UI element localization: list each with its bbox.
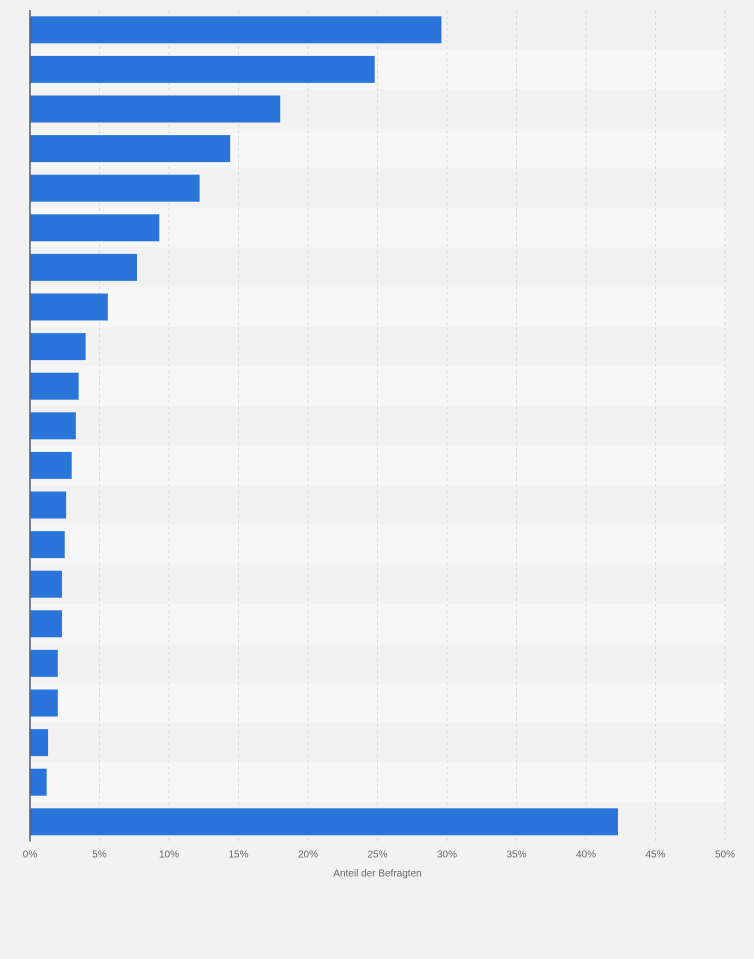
x-tick-label: 20% [298, 850, 318, 861]
x-tick-label: 5% [92, 850, 107, 861]
bar[interactable] [30, 729, 49, 757]
bar[interactable] [30, 451, 72, 479]
bar[interactable] [30, 649, 58, 677]
bar-series [30, 16, 618, 836]
bar[interactable] [30, 174, 200, 202]
x-axis-tick-labels: 0% 5% 10% 15% 20% 25% 30% 35% 40% 45% 50% [23, 850, 735, 861]
bar[interactable] [30, 689, 58, 717]
x-tick-label: 45% [645, 850, 665, 861]
bar[interactable] [30, 491, 67, 519]
bar[interactable] [30, 570, 62, 598]
x-tick-label: 25% [367, 850, 387, 861]
bar[interactable] [30, 135, 231, 163]
bar[interactable] [30, 55, 375, 83]
bar[interactable] [30, 808, 618, 836]
bar[interactable] [30, 293, 108, 321]
bar[interactable] [30, 372, 79, 400]
x-tick-label: 40% [576, 850, 596, 861]
x-tick-label: 10% [159, 850, 179, 861]
x-tick-label: 15% [228, 850, 248, 861]
bar[interactable] [30, 412, 76, 440]
x-tick-label: 35% [506, 850, 526, 861]
x-tick-label: 0% [23, 850, 38, 861]
bar[interactable] [30, 610, 62, 638]
bar[interactable] [30, 768, 47, 796]
bar[interactable] [30, 214, 160, 242]
bar[interactable] [30, 253, 138, 281]
x-tick-label: 30% [437, 850, 457, 861]
bar[interactable] [30, 16, 442, 44]
bar[interactable] [30, 333, 86, 361]
x-axis-title: Anteil der Befragten [333, 869, 421, 880]
bar[interactable] [30, 531, 65, 559]
x-tick-label: 50% [715, 850, 735, 861]
bar[interactable] [30, 95, 281, 123]
